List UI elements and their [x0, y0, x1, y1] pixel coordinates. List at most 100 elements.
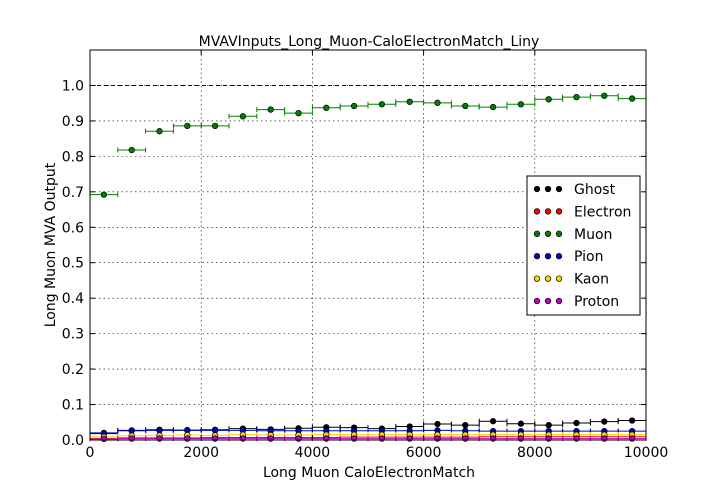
- legend-marker: [533, 297, 541, 305]
- legend-item-kaon: Kaon: [533, 272, 609, 288]
- data-point: [601, 418, 608, 425]
- y-tick-label: 0.6: [62, 220, 84, 236]
- data-point: [601, 92, 608, 99]
- data-point: [573, 419, 580, 427]
- plot-frame: [89, 49, 647, 441]
- data-point: [211, 435, 219, 442]
- data-point: [517, 420, 525, 427]
- legend-item-electron: Electron: [533, 204, 631, 220]
- legend-box: [526, 175, 641, 316]
- data-point: [184, 435, 191, 442]
- legend-marker: [555, 230, 563, 237]
- x-tick-label: 4000: [295, 445, 331, 461]
- data-point: [489, 435, 497, 442]
- legend-item-proton: Proton: [533, 294, 619, 310]
- data-point: [573, 435, 580, 442]
- legend-item-muon: Muon: [533, 227, 612, 243]
- data-point: [628, 435, 636, 442]
- legend-marker: [533, 275, 541, 282]
- legend-marker: [555, 275, 563, 282]
- y-tick-label: 0.2: [62, 362, 84, 378]
- x-tick-label: 6000: [406, 445, 442, 461]
- y-tick-label: 0.7: [62, 185, 84, 201]
- data-point: [462, 421, 469, 429]
- legend-marker: [533, 253, 541, 260]
- legend-marker: [544, 253, 552, 260]
- y-axis: 0.0 0.1 0.2 0.3 0.4 0.5 0.6 0.7 0.8 0.9 1.0: [62, 78, 646, 449]
- data-point: [462, 435, 469, 442]
- legend: Ghost Electron Muon Pion Kaon Proton: [526, 175, 641, 316]
- data-point: [628, 95, 636, 102]
- legend-label: Ghost: [574, 182, 616, 198]
- data-point: [545, 435, 552, 442]
- legend-marker: [555, 297, 563, 305]
- legend-item-ghost: Ghost: [533, 182, 616, 198]
- data-point: [517, 435, 525, 442]
- series-proton: [89, 435, 647, 443]
- legend-marker: [533, 230, 541, 237]
- y-axis-label: Long Muon MVA Output: [43, 162, 59, 327]
- data-point: [100, 191, 108, 198]
- data-point: [350, 102, 358, 110]
- data-point: [545, 421, 552, 429]
- data-point: [378, 101, 386, 108]
- y-tick-label: 1.0: [62, 78, 84, 94]
- data-point: [628, 417, 636, 424]
- data-point: [434, 420, 441, 428]
- legend-marker: [533, 185, 541, 193]
- y-tick-label: 0.5: [62, 256, 84, 272]
- data-point: [156, 435, 163, 442]
- y-tick-label: 0.0: [62, 433, 84, 449]
- legend-marker: [533, 208, 541, 215]
- legend-label: Electron: [574, 204, 631, 220]
- data-point: [156, 128, 163, 135]
- data-point: [323, 435, 330, 442]
- x-tick-label: 0: [86, 445, 95, 461]
- legend-marker: [555, 185, 563, 193]
- data-point: [100, 435, 108, 443]
- legend-label: Muon: [574, 227, 612, 243]
- legend-marker: [544, 185, 552, 193]
- legend-marker: [544, 297, 552, 305]
- data-point: [295, 109, 302, 117]
- legend-item-pion: Pion: [533, 249, 603, 265]
- legend-label: Kaon: [574, 272, 609, 288]
- data-point: [601, 435, 608, 442]
- x-axis-label: Long Muon CaloElectronMatch: [263, 465, 475, 481]
- x-tick-label: 10000: [624, 445, 669, 461]
- series-muon: [89, 92, 647, 198]
- x-axis: 0 2000 4000 6000 8000 10000: [86, 50, 669, 461]
- data-point: [267, 435, 274, 442]
- data-point: [239, 435, 247, 442]
- data-point: [128, 146, 135, 154]
- data-point: [489, 103, 497, 111]
- y-tick-label: 0.8: [62, 149, 84, 165]
- legend-label: Pion: [574, 249, 603, 265]
- y-tick-label: 0.3: [62, 327, 84, 343]
- y-tick-label: 0.4: [62, 291, 84, 307]
- y-tick-label: 0.1: [62, 398, 84, 414]
- data-point: [406, 435, 413, 442]
- data-point: [573, 94, 580, 101]
- data-point: [406, 98, 413, 105]
- x-tick-label: 2000: [183, 445, 219, 461]
- x-tick-label: 8000: [517, 445, 553, 461]
- legend-marker: [555, 208, 563, 215]
- data-point: [323, 104, 330, 111]
- data-point: [434, 435, 441, 442]
- data-point: [434, 99, 441, 106]
- legend-marker: [544, 275, 552, 282]
- data-point: [211, 122, 219, 130]
- data-point: [239, 113, 247, 120]
- legend-marker: [555, 253, 563, 260]
- data-point: [545, 96, 552, 103]
- legend-marker: [544, 230, 552, 237]
- data-point: [267, 106, 274, 113]
- data-point: [295, 435, 302, 442]
- data-point: [350, 435, 358, 442]
- data-point: [517, 101, 525, 108]
- legend-marker: [544, 208, 552, 215]
- data-point: [378, 435, 386, 442]
- data-point: [489, 418, 497, 425]
